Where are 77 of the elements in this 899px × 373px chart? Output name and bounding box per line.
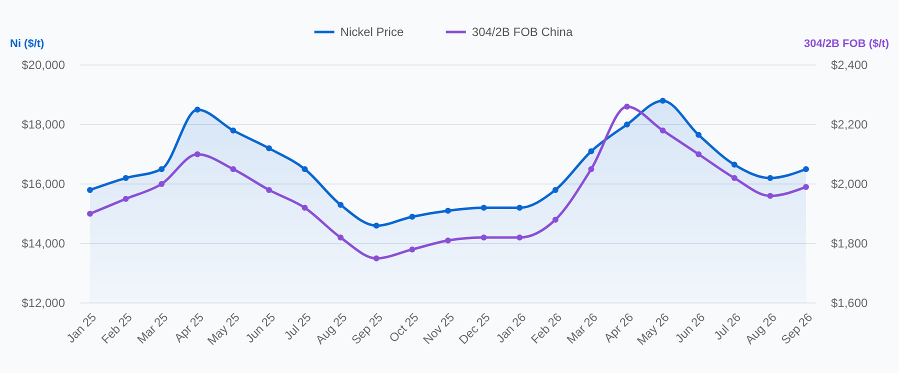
x-tick-label: May 25 [204,310,243,348]
point [767,175,774,182]
point [731,162,738,168]
point [480,204,487,211]
point [624,122,630,128]
point [338,234,344,241]
y-axis-title: Ni ($/t) [10,38,45,50]
x-tick-label: Feb 25 [98,310,136,347]
point [516,234,523,241]
point [767,192,774,199]
point [480,234,487,241]
point [731,175,738,182]
x-tick-label: Sep 25 [348,310,386,347]
point [230,127,236,134]
point [660,127,666,134]
point [803,166,809,172]
point [588,148,594,154]
point [445,238,451,244]
point [445,208,451,214]
x-tick-label: Nov 25 [420,310,458,347]
point [194,106,200,113]
x-tick-label: Mar 25 [134,310,171,347]
y2-tick-label: $1,800 [831,236,868,251]
y2-tick-label: $2,400 [831,58,868,72]
point [696,132,702,138]
x-tick-label: Jun 26 [672,310,708,346]
point [302,166,308,172]
point [373,255,380,262]
y2-tick-label: $2,000 [831,177,868,192]
point [230,166,236,172]
point [266,186,272,193]
point [87,210,93,217]
y-tick-label: $20,000 [22,58,66,72]
x-tick-label: Jan 25 [64,310,100,346]
x-tick-label: Dec 25 [456,310,494,347]
point [696,151,702,158]
legend-label: 304/2B FOB China [472,25,573,40]
point [302,204,308,211]
point [409,246,416,252]
x-tick-label: Mar 26 [564,310,601,347]
x-tick-label: Jul 26 [710,310,744,343]
y-tick-label: $18,000 [22,118,66,132]
point [194,151,200,158]
x-tick-label: Apr 26 [601,310,636,346]
y-tick-label: $16,000 [22,177,66,192]
y2-axis-title: 304/2B FOB ($/t) [804,38,890,50]
x-tick-label: Jul 25 [281,310,314,343]
x-tick-label: Aug 25 [312,310,350,347]
point [87,186,93,193]
x-tick-label: Feb 26 [528,310,565,347]
y2-tick-label: $2,200 [831,118,868,132]
point [588,166,594,172]
x-tick-label: Jan 26 [493,310,529,346]
point [552,186,558,193]
x-tick-label: May 26 [634,310,672,348]
x-tick-label: Oct 25 [386,310,422,346]
point [122,196,129,202]
x-tick-label: Jun 25 [242,310,278,346]
y-tick-label: $12,000 [22,296,66,310]
point [624,104,630,110]
point [516,204,523,211]
point [552,216,558,223]
point [158,166,165,172]
x-tick-label: Sep 26 [778,310,816,347]
point [158,181,165,187]
point [803,184,809,190]
x-tick-label: Apr 25 [172,310,207,346]
point [660,98,666,104]
point [338,202,344,208]
point [409,214,416,220]
point [122,175,129,182]
point [266,145,272,152]
point [373,222,380,229]
y-tick-label: $14,000 [22,236,66,251]
x-tick-label: Aug 26 [742,310,780,347]
y2-tick-label: $1,600 [831,296,868,310]
legend-label: Nickel Price [340,25,404,40]
